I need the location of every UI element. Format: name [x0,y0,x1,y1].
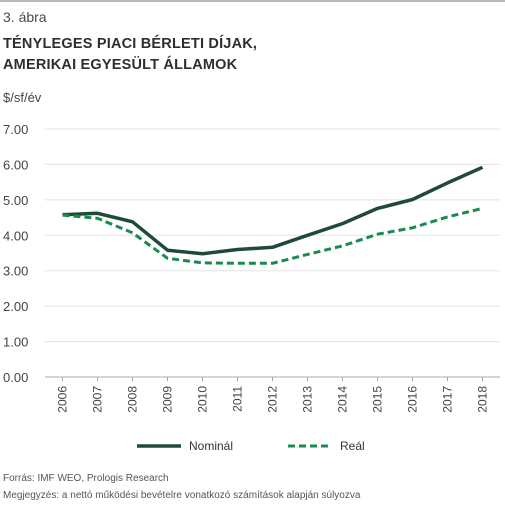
y-tick-label: 5.00 [3,193,28,208]
y-unit-label: $/sf/év [3,90,42,105]
legend: Nominál Reál [137,439,365,453]
x-tick-label: 2006 [56,386,70,413]
x-tick-label: 2013 [301,386,315,413]
x-tick-label: 2012 [266,386,280,413]
line-chart: 7.006.005.004.003.002.001.000.00 2006 200… [3,122,500,453]
legend-label: Nominál [189,439,233,453]
y-tick-label: 3.00 [3,264,28,279]
x-tick-label: 2014 [336,386,350,413]
x-tick-label: 2016 [406,386,420,413]
x-tick-labels: 2006 2007 2008 2009 2010 2011 2012 2013 2014 2015… [56,377,490,413]
x-tick-label: 2008 [126,386,140,413]
x-tick-label: 2009 [161,386,175,413]
x-tick-label: 2017 [441,386,455,413]
x-tick-label: 2018 [476,386,490,413]
chart-title: TÉNYLEGES PIACI BÉRLETI DÍJAK, AMERIKAI … [3,34,257,76]
y-tick-label: 4.00 [3,228,28,243]
x-tick-label: 2010 [196,386,210,413]
x-tick-label: 2015 [371,386,385,413]
x-tick-label: 2007 [91,386,105,413]
title-line-1: TÉNYLEGES PIACI BÉRLETI DÍJAK, [3,36,258,52]
y-tick-labels: 7.00 6.00 5.00 4.00 3.00 2.00 1.00 0.00 [3,122,28,385]
series-lines [62,165,484,265]
grid-lines [45,128,500,378]
y-tick-label: 0.00 [3,370,28,385]
y-tick-label: 7.00 [3,122,28,137]
top-rule [0,0,505,2]
y-tick-label: 2.00 [3,299,28,314]
source-note: Forrás: IMF WEO, Prologis Research [3,473,169,484]
figure-label: 3. ábra [3,9,47,25]
x-tick-label: 2011 [231,386,245,412]
series-line-real [62,206,483,265]
legend-label: Reál [340,439,365,453]
series-line-nominal [62,165,484,256]
title-line-2: AMERIKAI EGYESÜLT ÁLLAMOK [3,57,238,73]
y-tick-label: 1.00 [3,335,28,350]
weighting-note: Megjegyzés: a nettó működési bevételre v… [3,490,361,501]
y-tick-label: 6.00 [3,157,28,172]
